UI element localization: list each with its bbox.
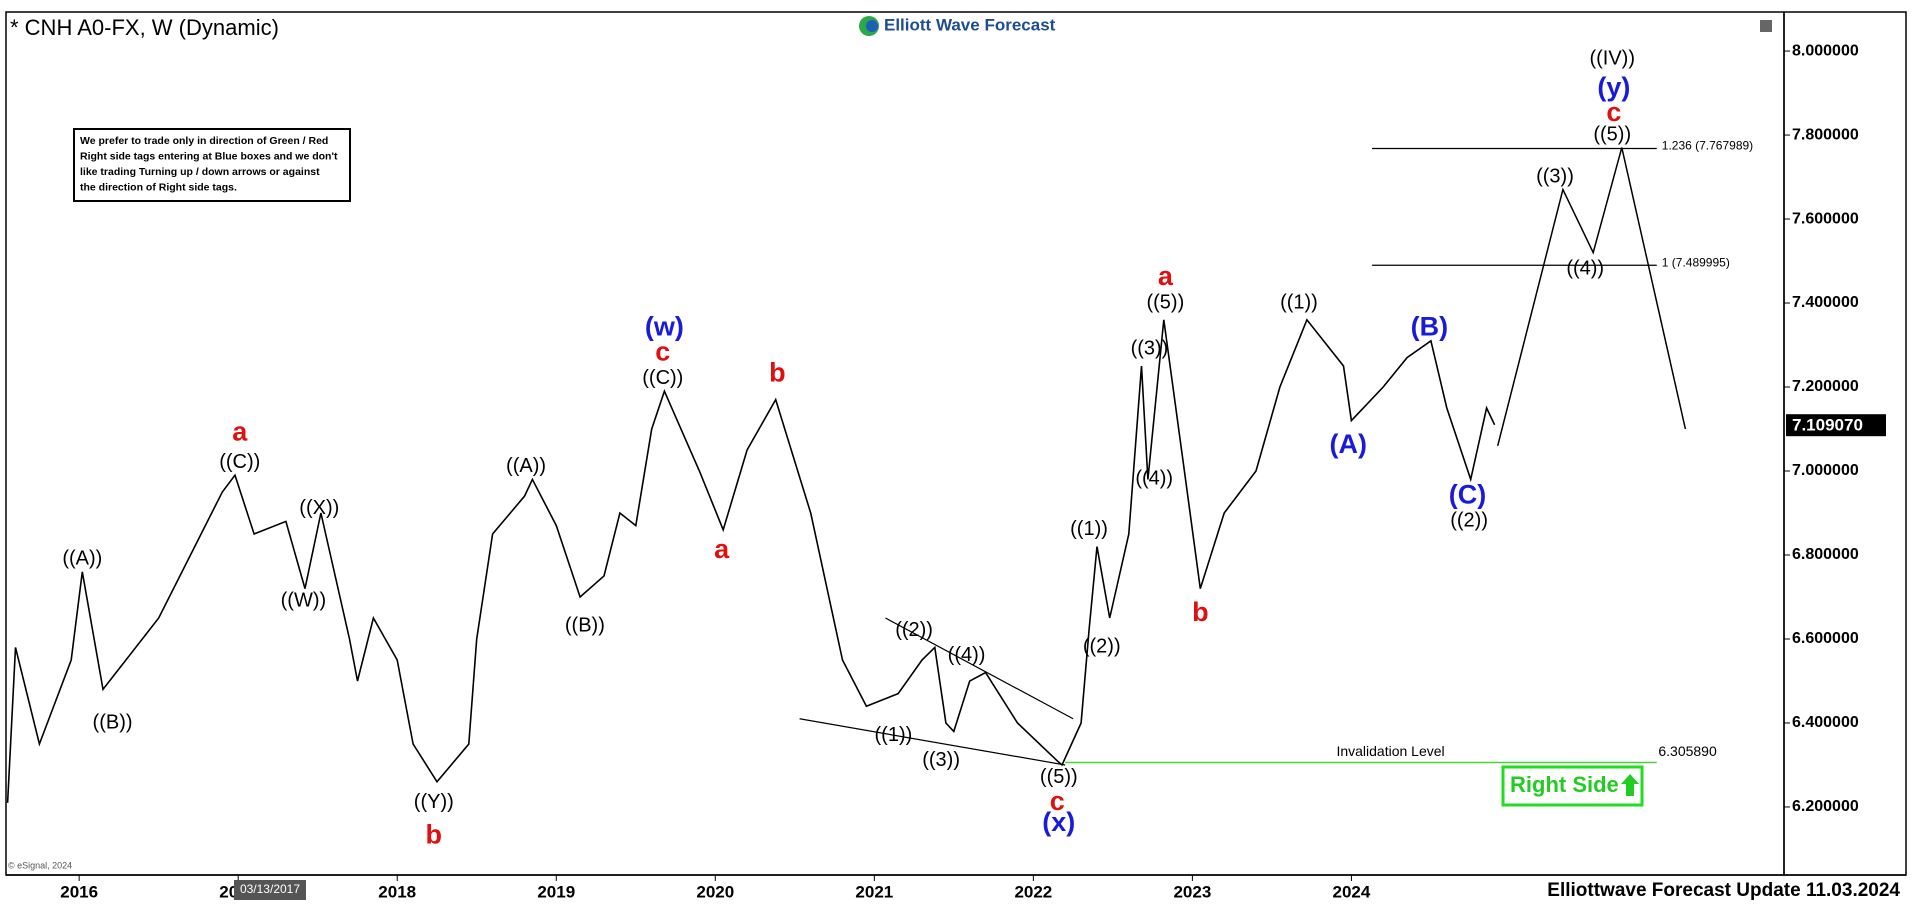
wave-label: ((2)) <box>1083 636 1121 658</box>
fib-level-label: 1 (7.489995) <box>1662 255 1730 269</box>
x-tick-label: 2023 <box>1173 882 1211 901</box>
x-tick-label: 2019 <box>537 882 575 901</box>
right-side-label: Right Side <box>1510 772 1619 797</box>
x-tick-label: 2021 <box>855 882 893 901</box>
last-price-tag <box>1786 414 1886 437</box>
wave-label: b <box>769 358 786 388</box>
y-tick-label: 7.000000 <box>1792 462 1859 479</box>
wave-label: (C) <box>1449 479 1486 509</box>
wave-label: b <box>1192 597 1209 627</box>
wave-label: a <box>714 534 730 564</box>
cursor-box <box>233 880 306 900</box>
y-tick-label: 7.200000 <box>1792 378 1859 395</box>
x-tick-label: 2018 <box>378 882 416 901</box>
y-tick-label: 6.200000 <box>1792 798 1859 815</box>
cursor-label: 03/13/2017 <box>240 882 300 896</box>
x-tick-label: 2024 <box>1333 882 1371 901</box>
wave-label: (w) <box>645 311 684 341</box>
wave-label: ((B)) <box>565 615 605 637</box>
wave-label: ((2)) <box>1450 510 1488 532</box>
wave-label: b <box>426 819 443 849</box>
wave-label: (y) <box>1597 72 1630 102</box>
wave-label: c <box>1606 97 1621 127</box>
wave-label: ((Y)) <box>414 791 454 813</box>
wave-label: a <box>232 416 248 446</box>
wave-label: c <box>655 337 670 367</box>
wave-label: ((3)) <box>922 749 960 771</box>
last-price-label: 7.109070 <box>1792 416 1863 435</box>
x-tick-label: 2022 <box>1014 882 1052 901</box>
wave-label: ((1)) <box>1070 518 1108 540</box>
wave-label: a <box>1158 261 1174 291</box>
price-line <box>6 318 1496 803</box>
wave-label: ((5)) <box>1146 291 1184 313</box>
brand-name: Elliott Wave Forecast <box>884 15 1056 34</box>
wave-label: (x) <box>1042 807 1075 837</box>
wave-label: ((3)) <box>1536 165 1574 187</box>
wave-label: ((A)) <box>506 455 546 477</box>
right-side-box <box>1501 765 1644 807</box>
x-tick-label: 2016 <box>60 882 98 901</box>
wave-label: ((C)) <box>219 451 260 473</box>
projection-line <box>1496 147 1687 446</box>
wave-label: ((IV)) <box>1589 48 1635 70</box>
note-box <box>73 128 351 202</box>
wave-label: ((X)) <box>299 497 339 519</box>
footer: Elliottwave Forecast Update 11.03.2024 <box>1547 880 1900 901</box>
wave-label: ((1)) <box>1280 291 1318 313</box>
note-line: We prefer to trade only in direction of … <box>80 135 328 147</box>
wave-label: ((W)) <box>281 589 327 611</box>
brand-logo-inner <box>866 20 878 32</box>
right-side-arrow <box>1621 774 1639 796</box>
note: We prefer to trade only in direction of … <box>80 135 338 194</box>
x-tick-label: 2020 <box>696 882 734 901</box>
y-tick-label: 7.600000 <box>1792 210 1859 227</box>
wave-label: c <box>1050 786 1065 816</box>
wave-label: ((4)) <box>948 644 986 666</box>
wave-label: ((4)) <box>1566 258 1604 280</box>
wave-label: (B) <box>1411 311 1448 341</box>
chart-title: * CNH A0-FX, W (Dynamic) <box>10 15 279 40</box>
y-tick-label: 6.600000 <box>1792 630 1859 647</box>
y-tick-label: 8.000000 <box>1792 42 1859 59</box>
trendline <box>799 718 1066 766</box>
y-tick-label: 6.800000 <box>1792 546 1859 563</box>
note-line: the direction of Right side tags. <box>80 181 237 193</box>
wave-label: ((4)) <box>1135 468 1173 490</box>
wave-label: ((B)) <box>93 711 133 733</box>
source: © eSignal, 2024 <box>8 860 72 870</box>
y-tick-label: 6.400000 <box>1792 714 1859 731</box>
wave-label: ((2)) <box>895 619 933 641</box>
plot-layer: 6.200000 6.400000 6.600000 6.800000 7.000000… <box>6 42 1886 901</box>
invalidation-value: 6.305890 <box>1658 743 1717 759</box>
note-line: like trading Turning up / down arrows or… <box>80 166 320 178</box>
wave-label: ((5)) <box>1040 766 1078 788</box>
wave-label: (A) <box>1330 429 1367 459</box>
window-icon[interactable] <box>1760 20 1772 32</box>
fib-level-label: 1.236 (7.767989) <box>1662 139 1753 153</box>
y-tick-label: 7.400000 <box>1792 294 1859 311</box>
wave-label: ((1)) <box>875 724 913 746</box>
y-tick-label: 7.800000 <box>1792 126 1859 143</box>
brand: Elliott Wave Forecast <box>859 15 1056 36</box>
wave-label: ((5)) <box>1593 123 1631 145</box>
trendline <box>885 617 1074 720</box>
wave-label: ((3)) <box>1131 338 1169 360</box>
invalidation-label: Invalidation Level <box>1336 743 1444 759</box>
note-line: Right side tags entering at Blue boxes a… <box>80 150 338 162</box>
wave-label: ((C)) <box>642 367 683 389</box>
wave-label: ((A)) <box>62 547 102 569</box>
